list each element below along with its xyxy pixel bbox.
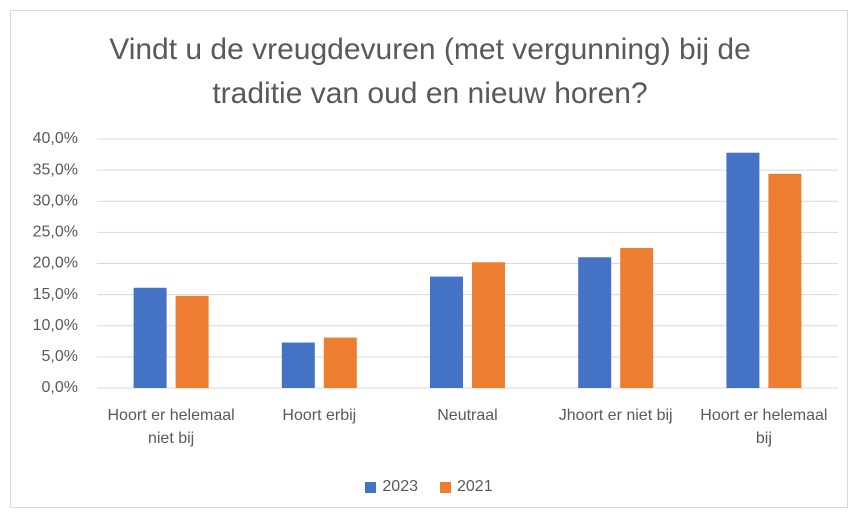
bar	[472, 262, 505, 388]
chart-border	[10, 10, 848, 508]
legend-label: 2021	[457, 478, 493, 495]
x-tick-label: Hoort erbij	[282, 407, 357, 424]
bar	[430, 276, 463, 388]
y-tick-label: 35,0%	[33, 161, 78, 178]
x-tick-label: Hoort er helemaal bij	[700, 407, 828, 447]
x-tick-label: Jhoort er niet bij	[558, 407, 673, 424]
y-tick-label: 15,0%	[33, 286, 78, 303]
bar	[281, 342, 315, 388]
y-tick-label: 30,0%	[33, 192, 78, 209]
bar	[768, 173, 802, 388]
bar	[620, 247, 654, 388]
bar	[323, 337, 357, 388]
y-tick-label: 20,0%	[33, 255, 78, 272]
bar	[133, 287, 167, 388]
bar	[726, 152, 760, 388]
x-tick-label: Neutraal	[437, 407, 498, 424]
bar	[175, 295, 209, 388]
bar	[578, 257, 612, 388]
y-tick-label: 10,0%	[33, 317, 78, 334]
legend-swatch	[365, 481, 377, 493]
legend-swatch	[440, 481, 451, 493]
legend-item: 2023	[365, 478, 418, 496]
y-tick-label: 0,0%	[42, 379, 78, 396]
y-tick-label: 40,0%	[33, 130, 78, 147]
x-tick-label: Hoort er helemaal niet bij	[107, 407, 235, 447]
legend-item: 2021	[440, 478, 493, 496]
y-tick-label: 5,0%	[42, 348, 78, 365]
y-tick-label: 25,0%	[33, 224, 78, 241]
legend-label: 2023	[382, 478, 418, 495]
chart-title: Vindt u de vreugdevuren (met vergunning)…	[109, 33, 751, 110]
legend: 2023 2021	[0, 478, 858, 496]
